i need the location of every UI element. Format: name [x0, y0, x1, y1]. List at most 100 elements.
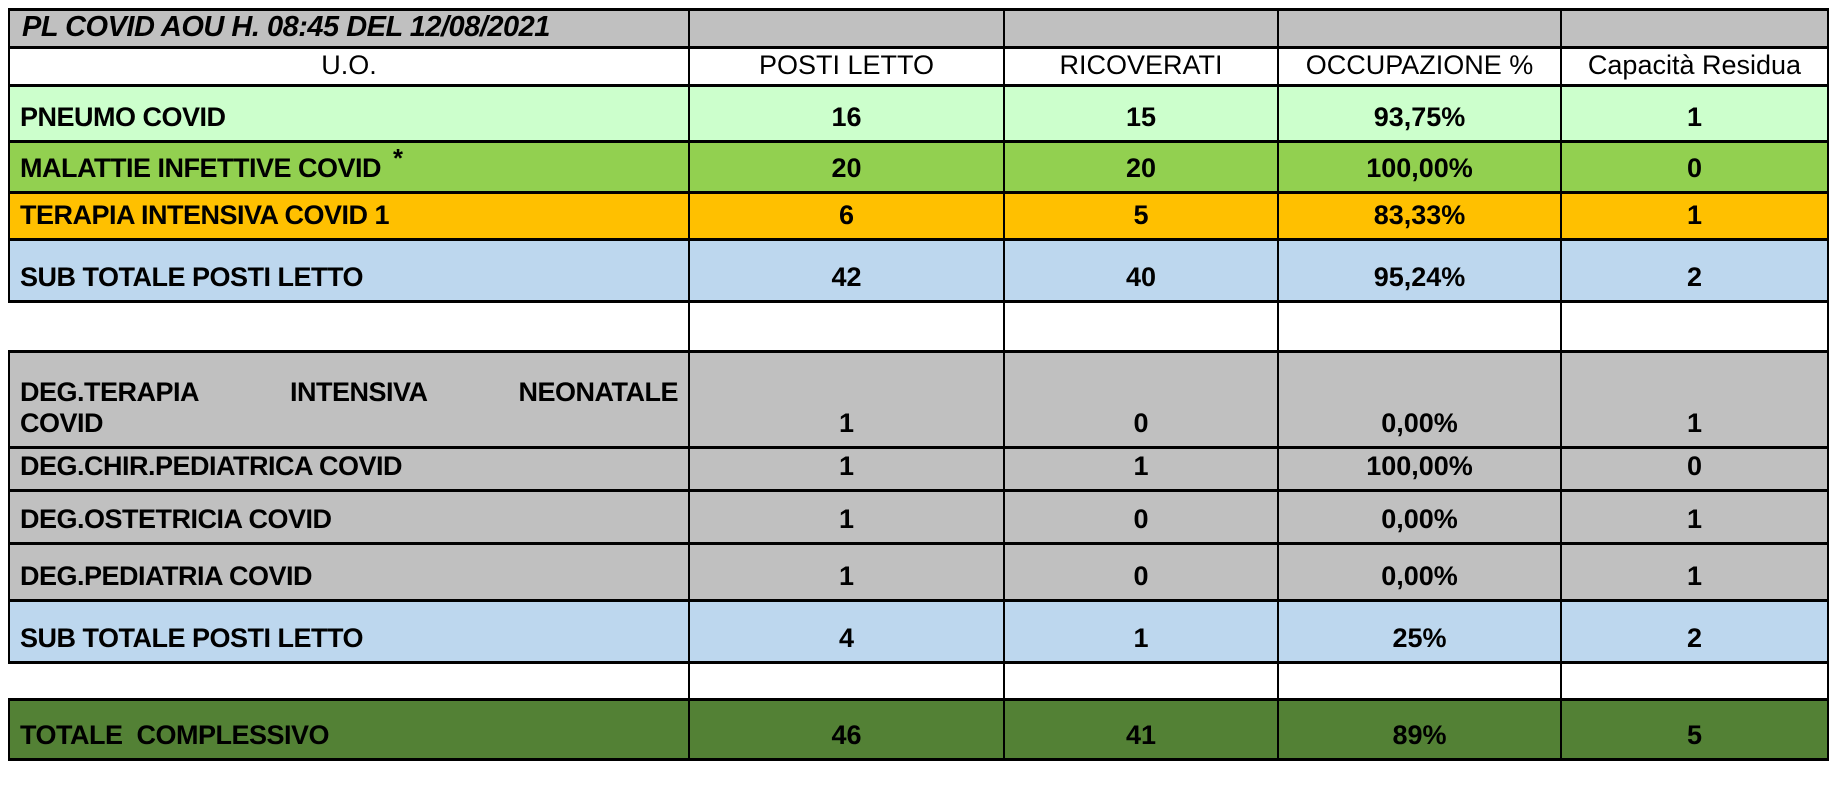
cell-posti-letto: 1	[688, 350, 1005, 449]
cell-ricoverati: 1	[1003, 446, 1279, 492]
uo-label: SUB TOTALE POSTI LETTO	[20, 262, 364, 292]
empty-cell	[9, 301, 690, 352]
cell-posti-letto: 4	[688, 599, 1005, 664]
cell-capacita-residua: 0	[1560, 140, 1829, 194]
cell-ricoverati: 40	[1003, 238, 1279, 303]
table-row: PNEUMO COVID 16 15 93,75% 1	[8, 84, 1829, 143]
cell-capacita-residua: 1	[1560, 489, 1829, 545]
uo-label: SUB TOTALE POSTI LETTO	[20, 623, 364, 653]
cell-occupazione: 93,75%	[1277, 84, 1562, 143]
cell-capacita-residua: 2	[1560, 599, 1829, 664]
column-header-posti-letto: POSTI LETTO	[688, 46, 1005, 87]
uo-label: MALATTIE INFETTIVE COVID	[20, 153, 382, 183]
empty-cell	[688, 301, 1005, 352]
cell-uo: SUB TOTALE POSTI LETTO	[8, 238, 690, 303]
uo-label: TOTALE COMPLESSIVO	[20, 720, 330, 750]
cell-posti-letto: 16	[688, 84, 1005, 143]
cell-ricoverati: 0	[1003, 542, 1279, 602]
column-header-capacita-residua: Capacità Residua	[1560, 46, 1829, 87]
spacer-row	[9, 301, 1829, 352]
empty-cell	[1277, 662, 1562, 700]
column-header-uo: U.O.	[8, 46, 690, 87]
footnote-marker: *	[393, 145, 403, 173]
cell-posti-letto: 20	[688, 140, 1005, 194]
cell-ricoverati: 20	[1003, 140, 1279, 194]
cell-occupazione: 0,00%	[1277, 489, 1562, 545]
cell-capacita-residua: 1	[1560, 191, 1829, 241]
cell-posti-letto: 42	[688, 238, 1005, 303]
uo-label: DEG.OSTETRICIA COVID	[20, 504, 332, 534]
cell-occupazione: 83,33%	[1277, 191, 1562, 241]
covid-bed-table: PL COVID AOU H. 08:45 DEL 12/08/2021 U.O…	[8, 8, 1829, 761]
table-head: PL COVID AOU H. 08:45 DEL 12/08/2021 U.O…	[8, 8, 1829, 87]
empty-cell	[1003, 662, 1279, 700]
column-header-ricoverati: RICOVERATI	[1003, 46, 1279, 87]
cell-capacita-residua: 5	[1560, 698, 1829, 761]
cell-ricoverati: 1	[1003, 599, 1279, 664]
table-row: DEG.OSTETRICIA COVID 1 0 0,00% 1	[8, 489, 1829, 545]
cell-occupazione: 89%	[1277, 698, 1562, 761]
cell-capacita-residua: 1	[1560, 84, 1829, 143]
empty-cell	[1003, 301, 1279, 352]
empty-cell	[9, 662, 690, 700]
cell-occupazione: 100,00%	[1277, 446, 1562, 492]
table-row: MALATTIE INFETTIVE COVID * 20 20 100,00% 0	[8, 140, 1829, 194]
header-row: U.O. POSTI LETTO RICOVERATI OCCUPAZIONE …	[8, 46, 1829, 87]
cell-occupazione: 95,24%	[1277, 238, 1562, 303]
cell-uo: DEG.TERAPIA INTENSIVA NEONATALE COVID	[8, 350, 690, 449]
table-row: DEG.TERAPIA INTENSIVA NEONATALE COVID 1 0 0,…	[8, 350, 1829, 449]
subtotal-row: SUB TOTALE POSTI LETTO 4 1 25% 2	[8, 599, 1829, 664]
cell-capacita-residua: 0	[1560, 446, 1829, 492]
cell-uo: DEG.CHIR.PEDIATRICA COVID	[8, 446, 690, 492]
cell-uo: MALATTIE INFETTIVE COVID *	[8, 140, 690, 194]
cell-occupazione: 25%	[1277, 599, 1562, 664]
cell-ricoverati: 0	[1003, 350, 1279, 449]
title-filler-cell	[1003, 8, 1279, 49]
table-row: DEG.PEDIATRIA COVID 1 0 0,00% 1	[8, 542, 1829, 602]
title-filler-cell	[1560, 8, 1829, 49]
uo-label: COVID	[20, 408, 104, 438]
cell-posti-letto: 1	[688, 489, 1005, 545]
cell-posti-letto: 46	[688, 698, 1005, 761]
empty-cell	[1560, 301, 1829, 352]
table-body: PNEUMO COVID 16 15 93,75% 1 MALATTIE INFETTIV…	[8, 84, 1829, 761]
title-filler-cell	[688, 8, 1005, 49]
cell-ricoverati: 15	[1003, 84, 1279, 143]
table-row: TERAPIA INTENSIVA COVID 1 6 5 83,33% 1	[8, 191, 1829, 241]
cell-capacita-residua: 1	[1560, 542, 1829, 602]
uo-label: DEG.PEDIATRIA COVID	[20, 561, 313, 591]
cell-ricoverati: 5	[1003, 191, 1279, 241]
uo-label: TERAPIA INTENSIVA COVID 1	[20, 200, 390, 230]
title-row: PL COVID AOU H. 08:45 DEL 12/08/2021	[8, 8, 1829, 49]
cell-uo: TOTALE COMPLESSIVO	[8, 698, 690, 761]
cell-uo: DEG.OSTETRICIA COVID	[8, 489, 690, 545]
uo-label: PNEUMO COVID	[20, 102, 226, 132]
cell-capacita-residua: 2	[1560, 238, 1829, 303]
cell-occupazione: 0,00%	[1277, 542, 1562, 602]
spacer-row	[9, 662, 1829, 700]
cell-occupazione: 100,00%	[1277, 140, 1562, 194]
total-row: TOTALE COMPLESSIVO 46 41 89% 5	[8, 698, 1829, 761]
cell-posti-letto: 1	[688, 542, 1005, 602]
uo-label: DEG.CHIR.PEDIATRICA COVID	[20, 451, 403, 481]
title-filler-cell	[1277, 8, 1562, 49]
table-row: DEG.CHIR.PEDIATRICA COVID 1 1 100,00% 0	[8, 446, 1829, 492]
cell-capacita-residua: 1	[1560, 350, 1829, 449]
cell-occupazione: 0,00%	[1277, 350, 1562, 449]
cell-ricoverati: 41	[1003, 698, 1279, 761]
cell-uo: SUB TOTALE POSTI LETTO	[8, 599, 690, 664]
empty-cell	[688, 662, 1005, 700]
column-header-occupazione: OCCUPAZIONE %	[1277, 46, 1562, 87]
uo-label: DEG.TERAPIA INTENSIVA NEONATALE	[20, 377, 679, 407]
cell-posti-letto: 1	[688, 446, 1005, 492]
empty-cell	[1277, 301, 1562, 352]
cell-uo: PNEUMO COVID	[8, 84, 690, 143]
cell-uo: TERAPIA INTENSIVA COVID 1	[8, 191, 690, 241]
cell-ricoverati: 0	[1003, 489, 1279, 545]
cell-uo: DEG.PEDIATRIA COVID	[8, 542, 690, 602]
table-title: PL COVID AOU H. 08:45 DEL 12/08/2021	[8, 8, 690, 49]
subtotal-row: SUB TOTALE POSTI LETTO 42 40 95,24% 2	[8, 238, 1829, 303]
empty-cell	[1560, 662, 1829, 700]
covid-beds-sheet: PL COVID AOU H. 08:45 DEL 12/08/2021 U.O…	[8, 8, 1829, 761]
cell-posti-letto: 6	[688, 191, 1005, 241]
